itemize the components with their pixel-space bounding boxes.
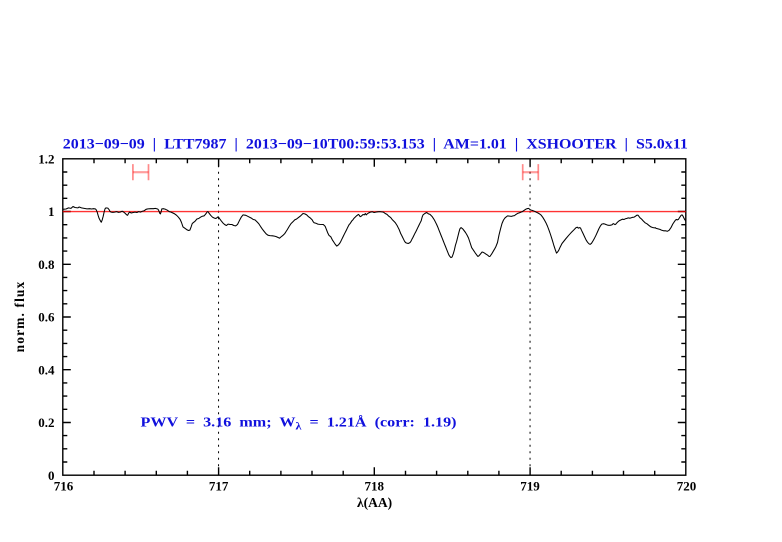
svg-text:716: 716 [54,479,74,494]
svg-text:0.8: 0.8 [38,257,55,272]
svg-text:0.6: 0.6 [38,310,55,325]
svg-text:718: 718 [365,479,385,494]
svg-text:0: 0 [48,468,55,483]
svg-text:719: 719 [520,479,540,494]
svg-text:0.4: 0.4 [38,362,55,377]
svg-text:λ(AA): λ(AA) [357,495,392,510]
svg-text:norm. flux: norm. flux [12,281,27,353]
svg-text:717: 717 [209,479,229,494]
svg-text:720: 720 [677,479,697,494]
svg-text:1: 1 [48,204,55,219]
svg-text:PWV = 3.16 mm; Wλ = 1.21: PWV = 3.16 mm; Wλ = 1.21Å (corr: 1.19) [141,415,457,433]
svg-text:1.2: 1.2 [38,151,54,166]
svg-text:2013−09−09 | LTT7987 | 201: 2013−09−09 | LTT7987 | 2013−09−10T00:59:… [63,137,688,153]
svg-text:0.2: 0.2 [38,415,54,430]
